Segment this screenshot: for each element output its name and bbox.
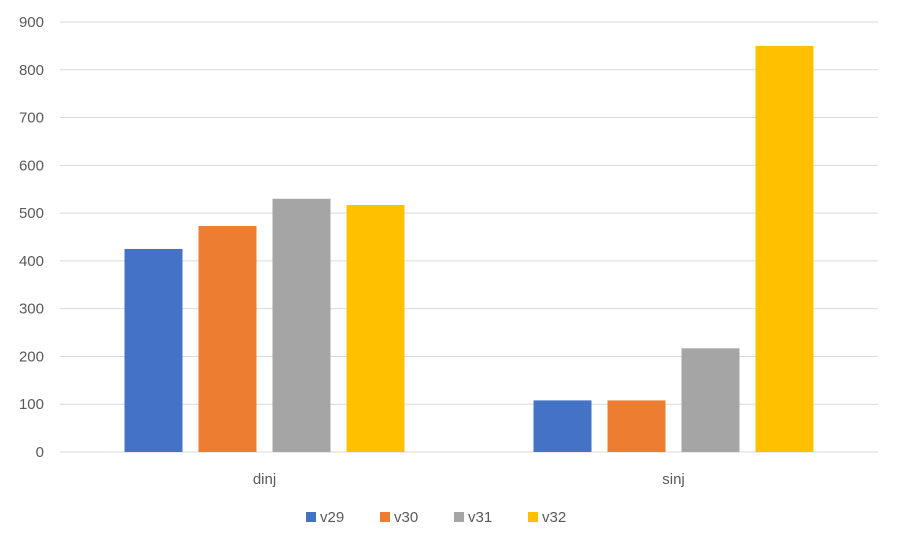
bar-v31-dinj — [272, 198, 331, 452]
legend-swatch-v32 — [528, 512, 538, 522]
y-tick-label: 0 — [36, 444, 44, 461]
bar-v30-dinj — [198, 226, 257, 452]
x-category-label: dinj — [253, 471, 276, 488]
bar-v32-sinj — [755, 45, 814, 453]
bar-v32-dinj — [346, 204, 405, 452]
x-category-label: sinj — [662, 471, 685, 488]
y-tick-label: 600 — [19, 157, 44, 174]
legend-swatch-v30 — [380, 512, 390, 522]
bar-v29-dinj — [124, 248, 183, 452]
legend-swatch-v31 — [454, 512, 464, 522]
gridlines — [60, 21, 878, 453]
bar-v29-sinj — [533, 400, 592, 452]
y-tick-label: 200 — [19, 348, 44, 365]
y-tick-label: 700 — [19, 110, 44, 127]
bar-v31-sinj — [681, 348, 740, 452]
legend-label-v29: v29 — [320, 509, 344, 526]
y-tick-label: 900 — [19, 14, 44, 31]
y-tick-label: 300 — [19, 301, 44, 318]
y-tick-label: 500 — [19, 205, 44, 222]
legend: v29 v30 v31 v32 — [306, 509, 566, 526]
y-tick-label: 100 — [19, 396, 44, 413]
legend-label-v32: v32 — [542, 509, 566, 526]
legend-label-v30: v30 — [394, 509, 418, 526]
bars — [124, 45, 814, 453]
legend-swatch-v29 — [306, 512, 316, 522]
x-axis-category-labels: dinj sinj — [253, 471, 685, 488]
y-tick-label: 800 — [19, 62, 44, 79]
y-tick-label: 400 — [19, 253, 44, 270]
legend-label-v31: v31 — [468, 509, 492, 526]
bar-v30-sinj — [607, 400, 666, 452]
y-axis-tick-labels: 0 100 200 300 400 500 600 700 800 900 — [19, 14, 44, 461]
